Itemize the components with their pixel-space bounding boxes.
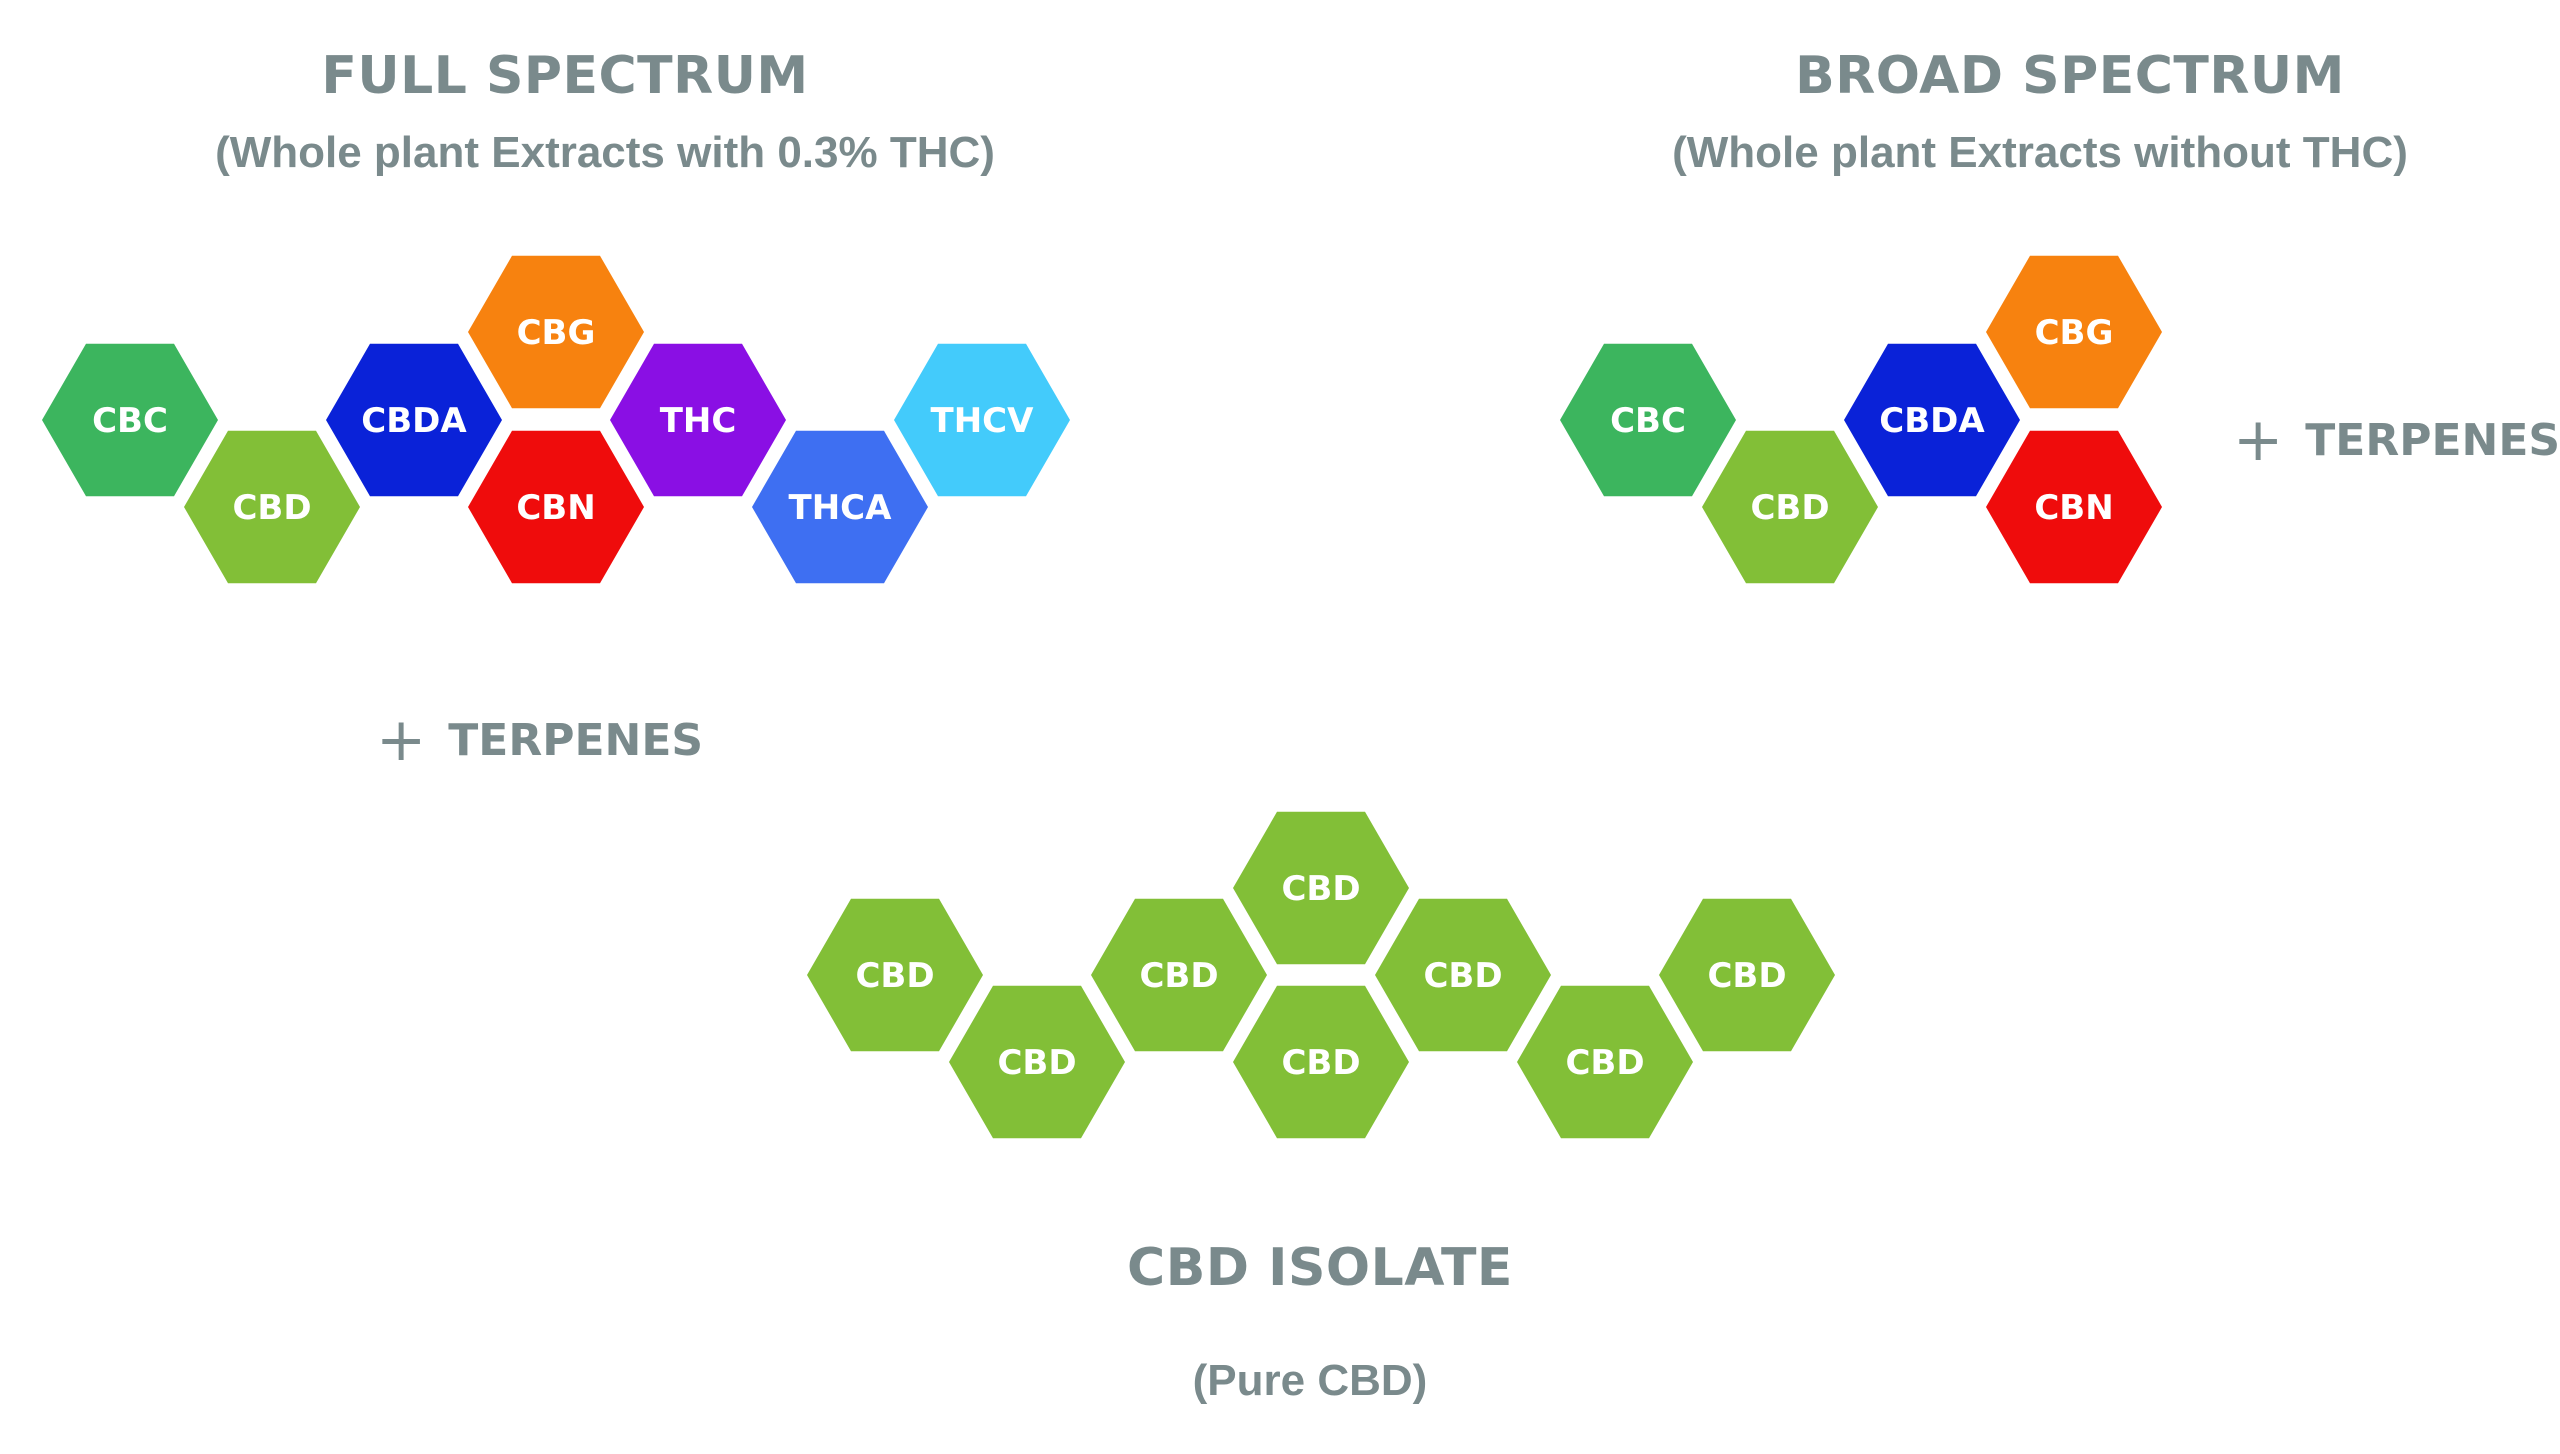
full-spectrum-hex-cbd: CBD — [184, 430, 360, 584]
cbd-isolate-hex-cbd: CBD — [1233, 985, 1409, 1139]
hexagon-shape — [949, 985, 1125, 1139]
hex-label: CBG — [517, 313, 596, 353]
full-spectrum-hex-cbg: CBG — [468, 255, 644, 409]
broad-spectrum-terpenes: + TERPENES — [2233, 410, 2560, 470]
cbd-isolate-hex-cbd: CBD — [949, 985, 1125, 1139]
hex-label: THCV — [931, 401, 1035, 441]
hexagon-shape — [1517, 985, 1693, 1139]
hex-label: THCA — [789, 488, 893, 528]
cbd-isolate-hex-cbd: CBD — [807, 898, 983, 1052]
full-spectrum-hex-cbc: CBC — [42, 343, 218, 497]
hexagon-shape — [1233, 811, 1409, 965]
hexagon-shape — [1233, 985, 1409, 1139]
hex-label: CBDA — [361, 401, 467, 441]
broad-spectrum-hex-cbc: CBC — [1560, 343, 1736, 497]
broad-spectrum-hex-cbg: CBG — [1986, 255, 2162, 409]
hex-label: CBD — [1281, 869, 1360, 909]
hexagon-shape — [610, 343, 786, 497]
hexagon-shape — [1560, 343, 1736, 497]
hexagon-shape — [894, 343, 1070, 497]
broad-spectrum-hex-cbd: CBD — [1702, 430, 1878, 584]
full-spectrum-hex-cbda: CBDA — [326, 343, 502, 497]
hex-label: CBC — [92, 401, 168, 441]
broad-spectrum-hex-cbn: CBN — [1986, 430, 2162, 584]
hex-label: CBC — [1610, 401, 1686, 441]
broad-spectrum-terpenes-label: TERPENES — [2305, 414, 2560, 466]
full-spectrum-terpenes: + TERPENES — [376, 710, 703, 770]
broad-spectrum-hex-cbda: CBDA — [1844, 343, 2020, 497]
hexagon-shape — [1986, 255, 2162, 409]
hex-label: CBG — [2035, 313, 2114, 353]
hexagon-shape — [1659, 898, 1835, 1052]
hexagon-shape — [1986, 430, 2162, 584]
plus-icon: + — [376, 705, 427, 775]
hex-label: CBN — [2034, 488, 2113, 528]
hex-label: CBDA — [1879, 401, 1985, 441]
cbd-isolate-hex-cbd: CBD — [1375, 898, 1551, 1052]
hexagon-shape — [468, 430, 644, 584]
cbd-isolate-hex-cbd: CBD — [1659, 898, 1835, 1052]
plus-icon: + — [2233, 405, 2284, 475]
hexagon-shape — [1091, 898, 1267, 1052]
hex-label: CBD — [997, 1043, 1076, 1083]
hexagon-shape — [468, 255, 644, 409]
cbd-isolate-hex-cbd: CBD — [1517, 985, 1693, 1139]
hexagon-shape — [42, 343, 218, 497]
hexagon-shape — [752, 430, 928, 584]
cbd-isolate-hex-cbd: CBD — [1233, 811, 1409, 965]
full-spectrum-hex-cbn: CBN — [468, 430, 644, 584]
hexagon-shape — [184, 430, 360, 584]
hex-label: CBD — [1139, 956, 1218, 996]
cbd-isolate-title: CBD ISOLATE — [1127, 1238, 1513, 1298]
hex-label: CBD — [1423, 956, 1502, 996]
hexagon-shape — [1844, 343, 2020, 497]
hex-label: CBD — [1565, 1043, 1644, 1083]
hex-label: CBN — [516, 488, 595, 528]
hex-label: CBD — [1281, 1043, 1360, 1083]
broad-spectrum-subtitle: (Whole plant Extracts without THC) — [1672, 128, 2408, 177]
full-spectrum-hex-thc: THC — [610, 343, 786, 497]
hexagon-shape — [1375, 898, 1551, 1052]
cbd-isolate-subtitle: (Pure CBD) — [1192, 1356, 1428, 1405]
hex-label: CBD — [1707, 956, 1786, 996]
full-spectrum-terpenes-label: TERPENES — [448, 714, 704, 766]
full-spectrum-title: FULL SPECTRUM — [321, 46, 809, 106]
full-spectrum-hex-thcv: THCV — [894, 343, 1070, 497]
hexagon-shape — [807, 898, 983, 1052]
cbd-isolate-hex-cbd: CBD — [1091, 898, 1267, 1052]
full-spectrum-hex-thca: THCA — [752, 430, 928, 584]
hex-label: CBD — [1750, 488, 1829, 528]
hex-label: CBD — [855, 956, 934, 996]
hexagon-shape — [326, 343, 502, 497]
full-spectrum-subtitle: (Whole plant Extracts with 0.3% THC) — [215, 128, 995, 177]
broad-spectrum-title: BROAD SPECTRUM — [1795, 46, 2345, 106]
hex-label: CBD — [232, 488, 311, 528]
hex-label: THC — [660, 401, 737, 441]
hexagon-shape — [1702, 430, 1878, 584]
